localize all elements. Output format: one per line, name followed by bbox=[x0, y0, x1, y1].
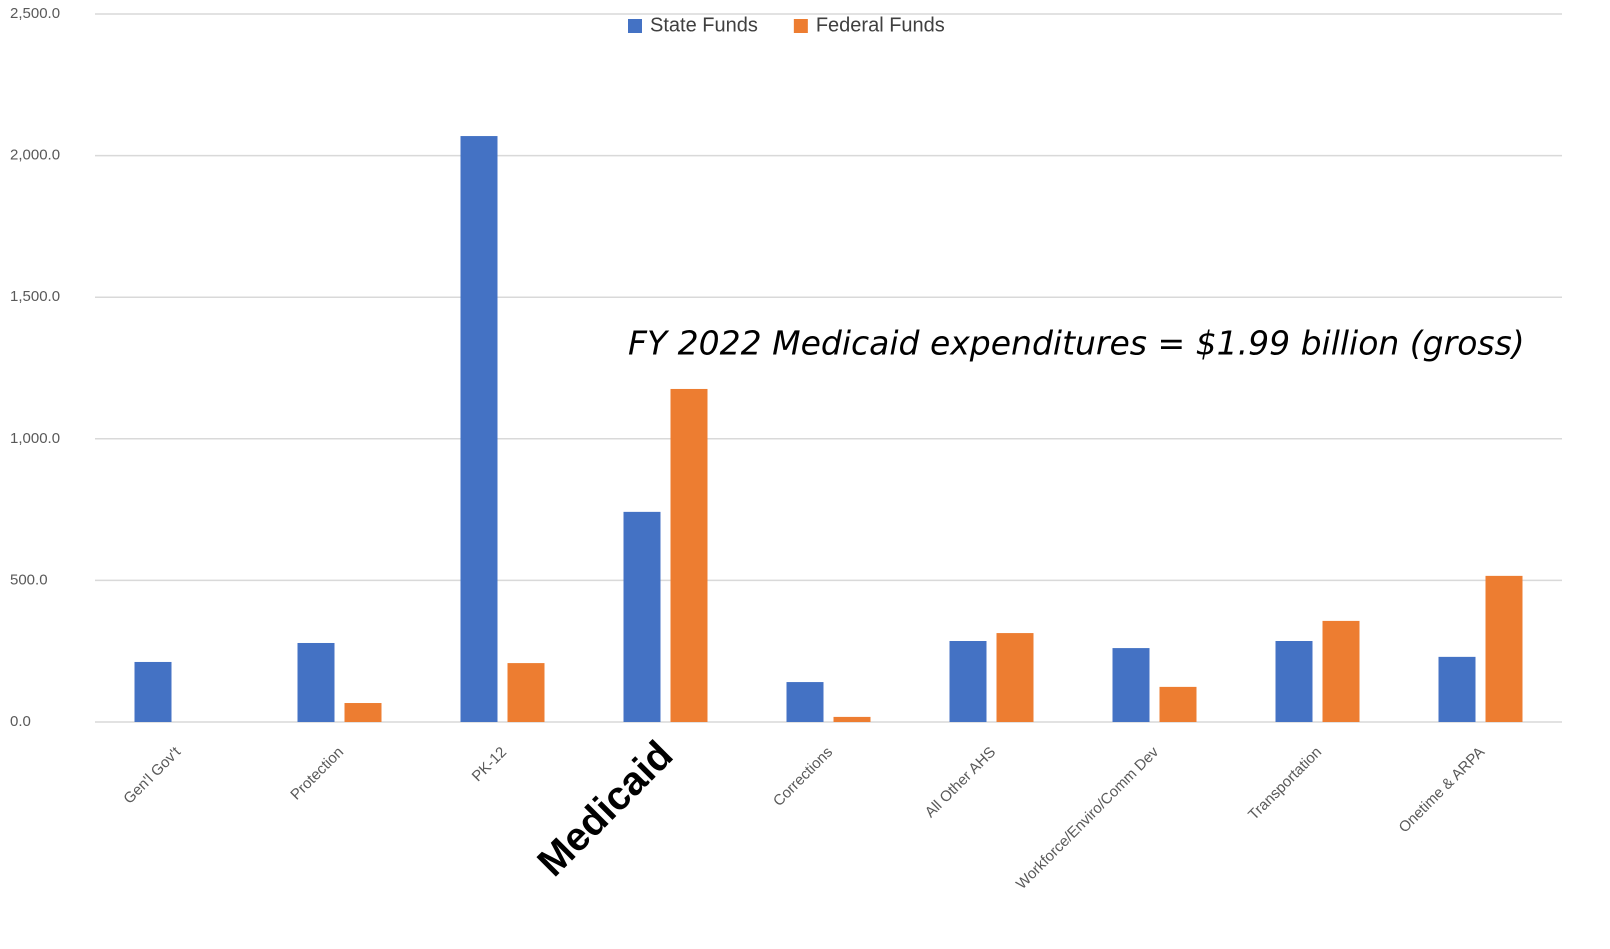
bar bbox=[297, 642, 335, 722]
bar bbox=[507, 663, 545, 722]
bar bbox=[460, 136, 498, 722]
y-tick-label: 500.0 bbox=[10, 571, 48, 588]
x-tick-label: Corrections bbox=[770, 744, 836, 810]
legend-swatch bbox=[793, 19, 808, 33]
y-tick-label: 1,000.0 bbox=[10, 430, 60, 447]
x-tick-label: Onetime & ARPA bbox=[1396, 744, 1489, 837]
bar bbox=[1159, 686, 1197, 722]
bar bbox=[996, 633, 1034, 722]
bar bbox=[833, 716, 871, 722]
bar bbox=[949, 641, 987, 722]
legend-label: State Funds bbox=[650, 14, 758, 36]
x-tick-label: PK-12 bbox=[469, 744, 511, 786]
y-tick-label: 1,500.0 bbox=[10, 288, 60, 305]
x-tick-label: Protection bbox=[287, 744, 347, 804]
legend-swatch bbox=[628, 19, 642, 33]
bar bbox=[1485, 575, 1523, 722]
y-tick-label: 0.0 bbox=[10, 713, 31, 730]
bar bbox=[1438, 656, 1476, 722]
bar bbox=[670, 388, 708, 722]
bar bbox=[623, 511, 661, 722]
x-tick-label: All Other AHS bbox=[922, 744, 999, 821]
bar bbox=[1112, 648, 1150, 722]
legend-label: Federal Funds bbox=[816, 14, 945, 36]
bar bbox=[786, 682, 824, 722]
bar bbox=[1322, 620, 1360, 722]
x-tick-label: Gen'l Gov't bbox=[120, 743, 184, 807]
bar bbox=[134, 661, 172, 722]
x-tick-label: Medicaid bbox=[529, 733, 681, 885]
y-tick-label: 2,500.0 bbox=[10, 5, 60, 22]
y-tick-label: 2,000.0 bbox=[10, 147, 60, 164]
annotation: FY 2022 Medicaid expenditures = $1.99 bi… bbox=[628, 324, 1525, 363]
bar bbox=[1275, 641, 1313, 722]
bar bbox=[344, 703, 382, 722]
x-tick-label: Transportation bbox=[1245, 744, 1325, 824]
x-tick-label: Workforce/Enviro/Comm Dev bbox=[1013, 743, 1163, 893]
